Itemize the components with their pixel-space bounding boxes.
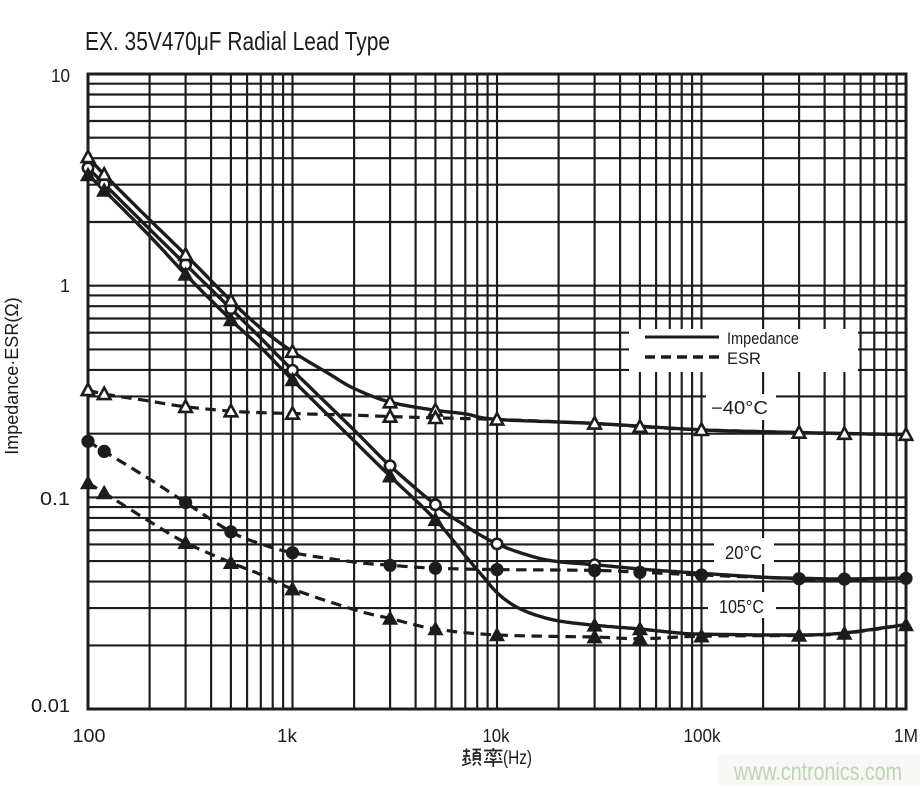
svg-text:www.cntronics.com: www.cntronics.com — [733, 758, 902, 786]
svg-text:100: 100 — [73, 726, 106, 746]
svg-text:(Hz): (Hz) — [503, 748, 532, 769]
svg-text:Impedance·ESR(Ω): Impedance·ESR(Ω) — [2, 297, 22, 455]
svg-text:−40°C: −40°C — [711, 398, 768, 418]
svg-text:0.1: 0.1 — [40, 489, 70, 509]
svg-text:0.01: 0.01 — [31, 696, 70, 716]
svg-text:ESR: ESR — [727, 349, 761, 368]
svg-text:10k: 10k — [483, 726, 511, 746]
svg-text:100k: 100k — [684, 726, 722, 746]
svg-text:10: 10 — [51, 66, 70, 86]
svg-text:1: 1 — [60, 276, 70, 296]
svg-text:Impedance: Impedance — [727, 329, 799, 348]
svg-text:105°C: 105°C — [719, 597, 764, 617]
svg-text:20°C: 20°C — [725, 543, 762, 563]
svg-text:EX. 35V470μF Radial Lead Type: EX. 35V470μF Radial Lead Type — [85, 26, 390, 56]
svg-text:1M: 1M — [894, 726, 918, 746]
svg-text:1k: 1k — [277, 726, 298, 746]
